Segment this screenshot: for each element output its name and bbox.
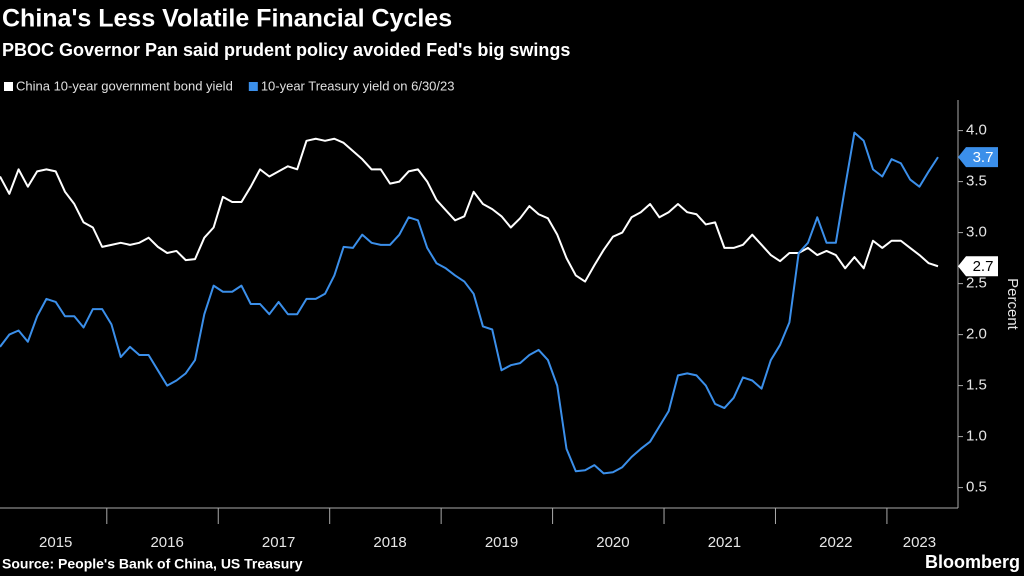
- x-tick-label: 2020: [596, 534, 629, 551]
- x-tick-label: 2021: [708, 534, 741, 551]
- legend-swatch: [4, 82, 13, 91]
- chart-subtitle: PBOC Governor Pan said prudent policy av…: [2, 40, 570, 60]
- source: Source: People's Bank of China, US Treas…: [2, 556, 303, 572]
- chart-title: China's Less Volatile Financial Cycles: [2, 5, 452, 33]
- x-tick-label: 2019: [485, 534, 518, 551]
- x-tick-label: 2017: [262, 534, 295, 551]
- series-line: [0, 131, 939, 475]
- x-tick-label: 2015: [39, 534, 72, 551]
- x-tick-label: 2023: [903, 534, 936, 551]
- legend-label: China 10-year government bond yield: [16, 78, 233, 93]
- end-tag: [958, 147, 998, 168]
- x-tick-label: 2022: [819, 534, 852, 551]
- y-tick-label: 1.5: [966, 377, 987, 394]
- y-tick-label: 4.0: [966, 122, 987, 139]
- y-tick-label: 3.0: [966, 224, 987, 241]
- x-tick-label: 2016: [150, 534, 183, 551]
- y-tick-label: 0.5: [966, 479, 987, 496]
- y-tick-label: 3.5: [966, 173, 987, 190]
- series-line: [0, 137, 939, 283]
- y-tick-label: 2.0: [966, 326, 987, 343]
- y-tick-label: 2.5: [966, 275, 987, 292]
- end-label: 2.7: [973, 258, 994, 275]
- y-tick-label: 1.0: [966, 428, 987, 445]
- legend-swatch: [248, 82, 258, 91]
- y-axis-label: Percent: [1004, 278, 1021, 331]
- end-tag: [958, 256, 998, 277]
- x-tick-label: 2018: [373, 534, 406, 551]
- end-label: 3.7: [973, 149, 994, 166]
- logo: Bloomberg: [925, 552, 1020, 572]
- legend-label: 10-year Treasury yield on 6/30/23: [261, 78, 455, 93]
